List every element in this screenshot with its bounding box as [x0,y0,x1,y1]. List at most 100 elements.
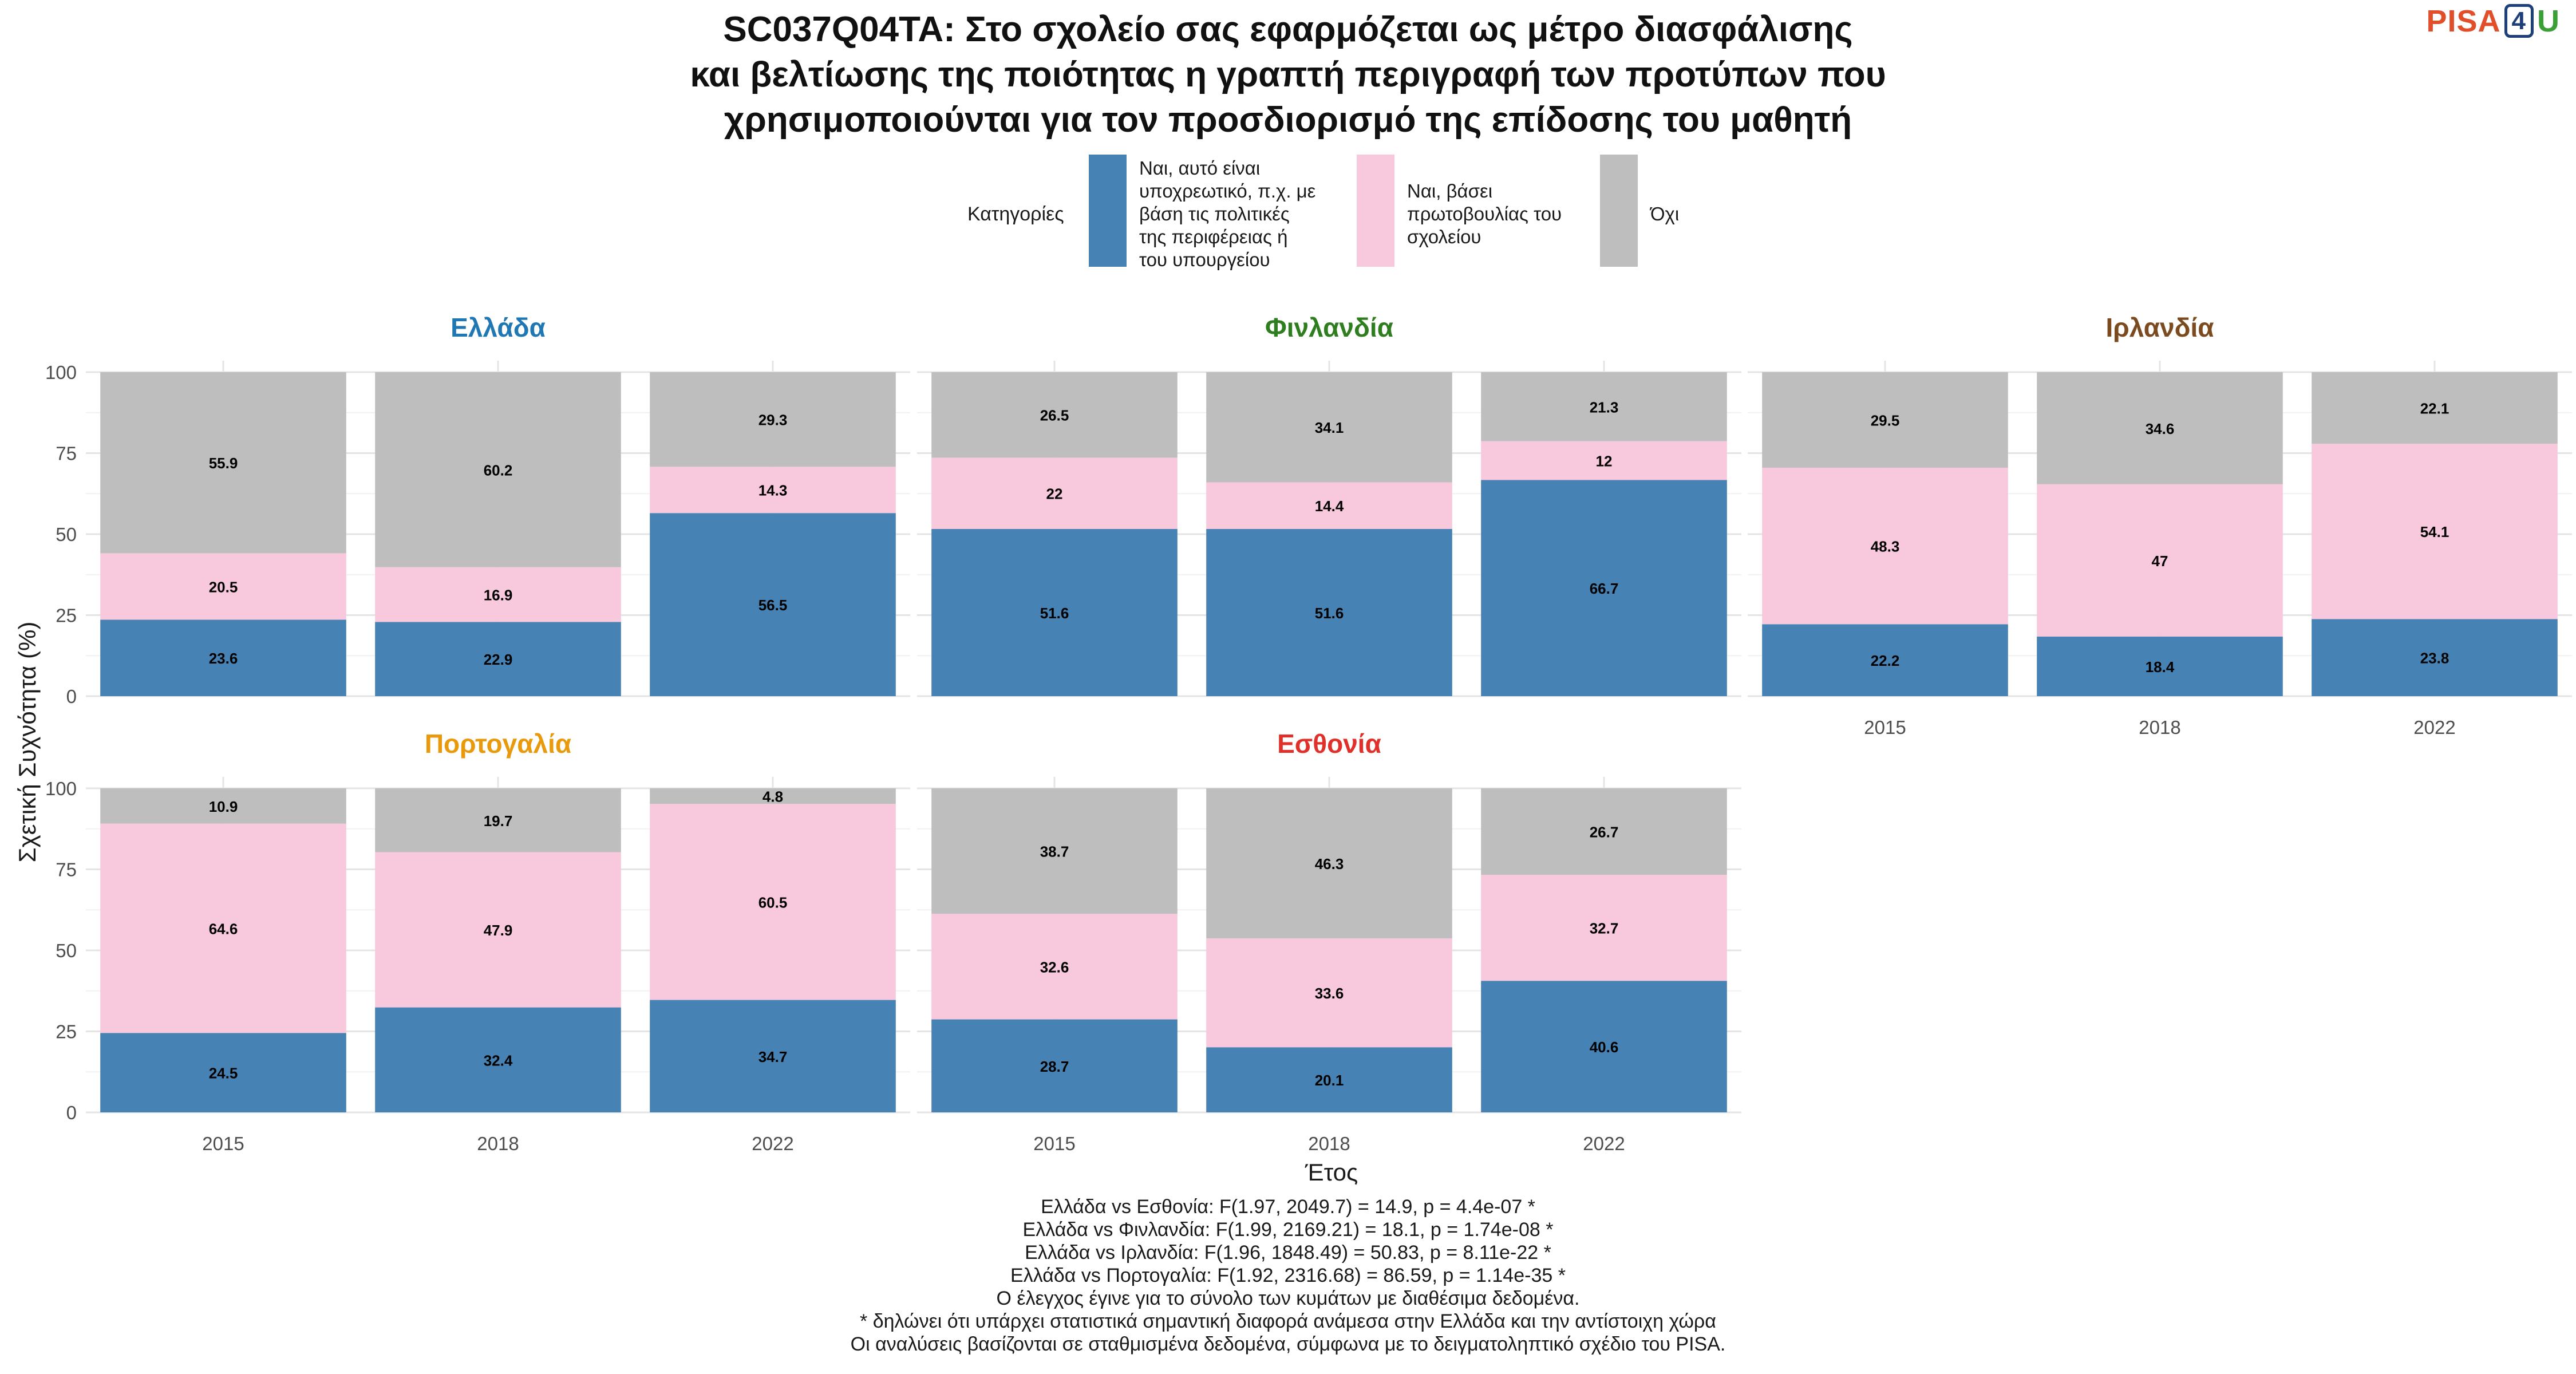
logo-four-text: 4 [2504,4,2534,38]
bar-segment [375,852,621,1008]
bar-segment [650,788,896,804]
logo-pisa-text: PISA [2426,4,2501,38]
legend-label-no: Όχι [1650,203,1680,224]
y-tick-label: 0 [66,1102,77,1123]
bar-segment [650,804,896,1000]
data-label: 66.7 [1590,580,1619,597]
bar-segment [1481,372,1727,441]
bar-segment [2037,484,2283,637]
bar-segment [375,622,621,696]
bar-segment [1481,788,1727,875]
bar-segment [1206,1047,1452,1112]
legend-key-no [1600,155,1638,267]
bar-segment [100,553,346,620]
legend: Κατηγορίες Ναι, αυτό είναι υποχρεωτικό, … [0,155,2576,270]
data-label: 23.8 [2420,650,2449,667]
data-label: 22.1 [2420,400,2449,417]
x-tick-label: 2015 [1864,717,1906,738]
bar-segment [1481,981,1727,1112]
pisa4u-logo: PISA 4 U [2426,3,2560,39]
bar-segment [1206,528,1452,696]
legend-title: Κατηγορίες [967,203,1064,225]
data-label: 28.7 [1040,1058,1069,1075]
bar-segment [650,513,896,696]
x-axis-title: Έτος [1305,1159,1358,1186]
legend-label-mandatory: Ναι, αυτό είναι υποχρεωτικό, π.χ. με βάσ… [1139,157,1316,270]
y-tick-label: 75 [56,859,77,881]
x-tick-label: 2018 [2139,717,2180,738]
footer-line: Ελλάδα vs Φινλανδία: F(1.99, 2169.21) = … [1022,1219,1554,1241]
data-label: 20.1 [1315,1072,1344,1089]
panel-title: Εσθονία [1277,729,1381,759]
data-label: 32.7 [1590,920,1619,937]
y-axis-title: Σχετική Συχνότητα (%) [14,622,41,863]
panel-title: Ελλάδα [451,313,546,342]
data-label: 51.6 [1040,605,1069,622]
y-tick-label: 100 [45,778,77,799]
y-tick-label: 75 [56,443,77,464]
bar-segment [1762,372,2008,468]
y-tick-label: 100 [45,362,77,383]
bar-segment [375,372,621,567]
data-label: 18.4 [2146,658,2175,676]
data-label: 46.3 [1315,855,1344,872]
data-label: 54.1 [2420,523,2449,540]
bar-segment [1206,482,1452,529]
bar-segment [375,567,621,622]
data-label: 26.7 [1590,824,1619,841]
legend-key-mandatory [1089,155,1127,267]
bar-segment [100,619,346,696]
data-label: 16.9 [484,587,513,604]
y-tick-label: 25 [56,605,77,626]
data-label: 22.9 [484,651,513,668]
bar-segment [1762,624,2008,696]
bar-segment [1481,441,1727,480]
bar-segment [2037,372,2283,484]
footer-line: Ελλάδα vs Εσθονία: F(1.97, 2049.7) = 14.… [1041,1196,1535,1218]
bar-segment [1762,467,2008,625]
data-label: 4.8 [762,788,783,806]
data-label: 47 [2152,552,2168,570]
x-tick-label: 2018 [477,1133,519,1154]
data-label: 12 [1596,453,1613,470]
bar-segment [375,788,621,852]
data-label: 29.3 [758,412,788,429]
data-label: 19.7 [484,812,513,830]
x-tick-label: 2022 [2413,717,2455,738]
bar-segment [1206,788,1452,939]
x-tick-label: 2015 [1033,1133,1075,1154]
footer-line: * δηλώνει ότι υπάρχει στατιστικά σημαντι… [860,1310,1716,1332]
data-label: 60.5 [758,894,788,911]
bar-segment [931,372,1178,458]
bar-segment [2312,444,2558,619]
data-label: 24.5 [209,1065,238,1082]
data-label: 22 [1046,485,1063,503]
bar-segment [1481,480,1727,696]
bar-segment [375,1007,621,1112]
data-label: 14.3 [758,482,788,499]
data-label: 21.3 [1590,398,1619,416]
data-label: 47.9 [484,922,513,939]
x-tick-label: 2022 [1583,1133,1625,1154]
data-label: 55.9 [209,455,238,472]
bar-segment [100,1033,346,1112]
data-label: 48.3 [1871,538,1900,555]
data-label: 29.5 [1871,412,1900,429]
data-label: 32.4 [484,1052,513,1069]
bar-segment [650,1000,896,1112]
x-tick-label: 2022 [752,1133,793,1154]
bar-segment [931,1019,1178,1112]
bar-segment [1206,372,1452,483]
y-tick-label: 0 [66,686,77,707]
footer-line: Ο έλεγχος έγινε για το σύνολο των κυμάτω… [996,1288,1580,1309]
bar-segment [2037,636,2283,696]
data-label: 64.6 [209,921,238,938]
y-tick-label: 50 [56,940,77,961]
footer-line: Οι αναλύσεις βασίζονται σε σταθμισμένα δ… [850,1333,1726,1355]
panel-title: Φινλανδία [1265,313,1393,342]
bar-segment [100,823,346,1033]
data-label: 22.2 [1871,652,1900,669]
data-label: 60.2 [484,461,513,479]
bar-segment [931,457,1178,529]
bar-segment [931,788,1178,914]
